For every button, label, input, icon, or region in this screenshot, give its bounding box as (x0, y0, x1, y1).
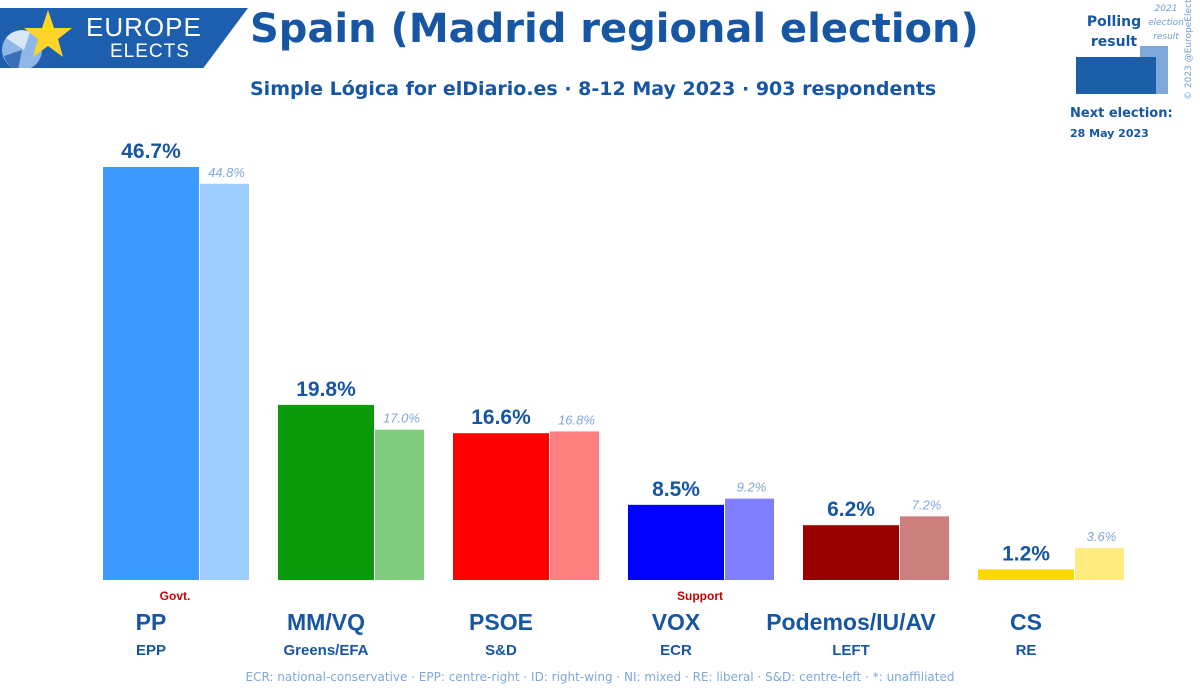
previous-value-label: 44.8% (208, 165, 245, 180)
previous-result-bar (550, 431, 599, 580)
logo-text-europe: EUROPE (86, 12, 202, 42)
polling-result-bar (803, 525, 899, 580)
previous-result-bar (1075, 548, 1124, 580)
polling-result-bar (103, 167, 199, 580)
next-election-label: Next election: (1070, 106, 1173, 121)
logo-globe-star-icon (2, 10, 72, 68)
party-name-label: CS (1010, 609, 1042, 635)
polling-value-label: 1.2% (1002, 542, 1050, 565)
next-election-date: 28 May 2023 (1070, 127, 1149, 140)
previous-result-bar (375, 429, 424, 580)
previous-value-label: 3.6% (1087, 529, 1117, 544)
europe-elects-logo: EUROPE ELECTS (0, 8, 248, 68)
legend-polling-swatch (1076, 57, 1156, 94)
polling-value-label: 46.7% (121, 140, 181, 163)
previous-result-bar (900, 516, 949, 580)
legend: 2021 election result Polling result Next… (1060, 0, 1200, 150)
previous-value-label: 7.2% (912, 497, 942, 512)
previous-value-label: 9.2% (737, 480, 767, 495)
polling-value-label: 19.8% (296, 378, 356, 401)
polling-result-bar (278, 404, 374, 580)
polling-value-label: 16.6% (471, 406, 531, 429)
party-group-label: ECR (660, 642, 692, 659)
party-name-label: VOX (652, 609, 701, 635)
party-group-label: S&D (485, 642, 517, 659)
chart-title: Spain (Madrid regional election) (250, 6, 979, 52)
polling-result-bar (978, 569, 1074, 580)
legend-previous-result-label: 2021 election result (1148, 4, 1184, 42)
logo-text-elects: ELECTS (110, 41, 190, 62)
party-name-label: Podemos/IU/AV (766, 609, 936, 635)
polling-value-label: 6.2% (827, 498, 875, 521)
party-name-label: PP (136, 609, 167, 635)
status-label: Govt. (160, 589, 191, 603)
party-group-label: RE (1016, 642, 1037, 659)
legend-polling-result-label: Polling result (1086, 14, 1142, 50)
polling-value-label: 8.5% (652, 478, 700, 501)
footer-note: ECR: national-conservative · EPP: centre… (245, 670, 955, 684)
party-group-label: LEFT (832, 642, 870, 659)
chart-subtitle: Simple Lógica for elDiario.es · 8-12 May… (250, 78, 937, 100)
party-name-label: MM/VQ (287, 609, 365, 635)
polling-result-bar (453, 433, 549, 580)
previous-result-bar (725, 498, 774, 580)
party-name-label: PSOE (469, 609, 533, 635)
party-group-label: Greens/EFA (283, 642, 368, 659)
party-group-label: EPP (136, 642, 166, 659)
polling-result-bar (628, 504, 724, 580)
previous-value-label: 16.8% (558, 412, 595, 427)
previous-value-label: 17.0% (383, 411, 420, 426)
previous-result-bar (200, 183, 249, 581)
status-label: Support (677, 589, 723, 603)
